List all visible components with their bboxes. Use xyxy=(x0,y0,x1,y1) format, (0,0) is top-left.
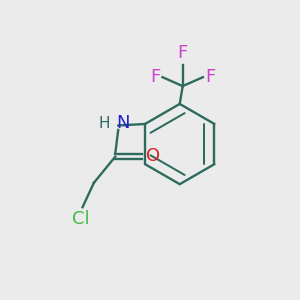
Text: Cl: Cl xyxy=(72,210,90,228)
Text: H: H xyxy=(98,116,110,130)
Text: F: F xyxy=(150,68,160,86)
Text: F: F xyxy=(205,68,215,86)
Text: F: F xyxy=(178,44,188,62)
Text: N: N xyxy=(117,114,130,132)
Text: O: O xyxy=(146,147,160,165)
